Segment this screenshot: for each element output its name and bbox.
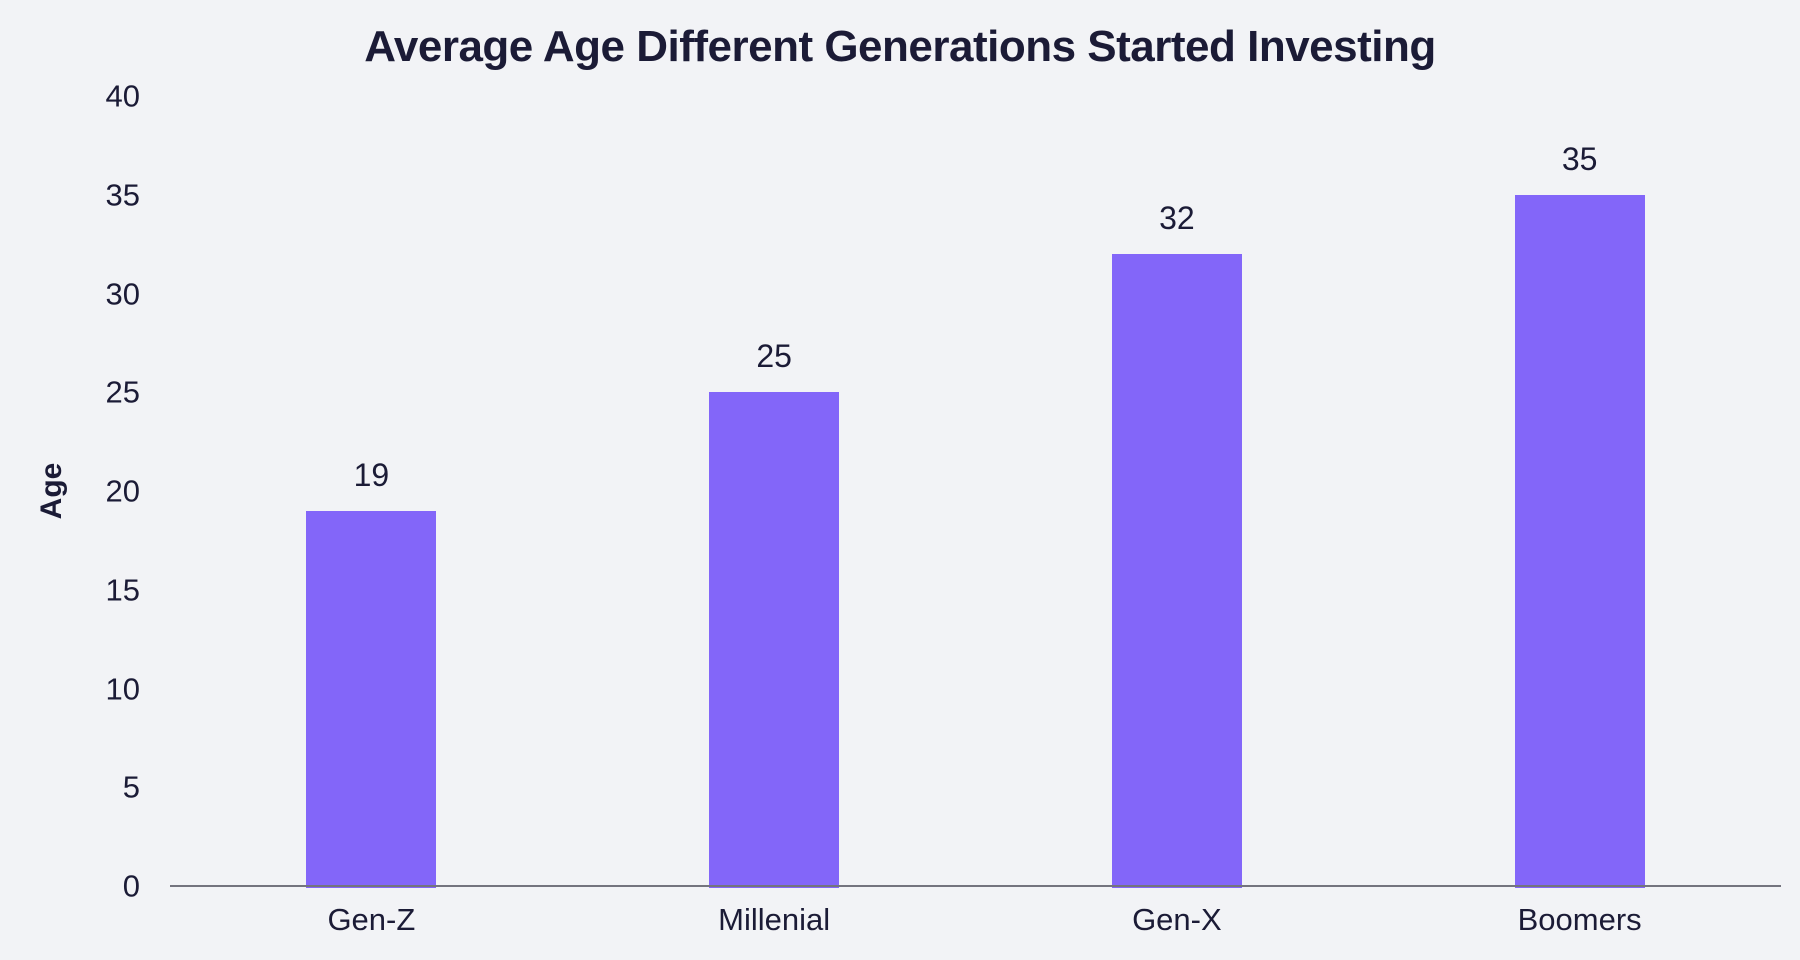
- y-tick-label: 5: [122, 769, 140, 805]
- x-tick-label: Boomers: [1517, 902, 1642, 937]
- x-axis-line: [170, 885, 1781, 887]
- plot-area: 0 5 10 15 20 25 30 35 40 19 Gen-Z 25 Millenial 32 Gen…: [106, 81, 1781, 935]
- bar-millenial: [709, 392, 840, 888]
- y-tick-label: 30: [105, 276, 140, 311]
- bar-gen-z: [306, 510, 437, 888]
- y-tick-label: 35: [105, 177, 140, 213]
- bar-boomers: [1514, 194, 1645, 888]
- y-tick-label: 40: [105, 78, 140, 114]
- bar-value-label: 35: [1561, 140, 1598, 177]
- y-tick-label: 10: [105, 671, 140, 706]
- bar-gen-x: [1111, 254, 1242, 888]
- y-axis-label: Age: [35, 462, 68, 520]
- y-tick-label: 25: [105, 374, 140, 410]
- x-tick-label: Millenial: [718, 902, 831, 937]
- y-tick-label: 0: [122, 868, 140, 904]
- y-tick-label: 20: [105, 473, 140, 509]
- chart-title: Average Age Different Generations Starte…: [364, 22, 1436, 71]
- y-tick-label: 15: [105, 572, 140, 608]
- x-tick-label: Gen-X: [1132, 902, 1222, 937]
- bar-value-label: 32: [1159, 200, 1195, 236]
- bar-value-label: 25: [756, 338, 792, 375]
- bar-value-label: 19: [353, 456, 390, 493]
- x-tick-label: Gen-Z: [327, 902, 416, 937]
